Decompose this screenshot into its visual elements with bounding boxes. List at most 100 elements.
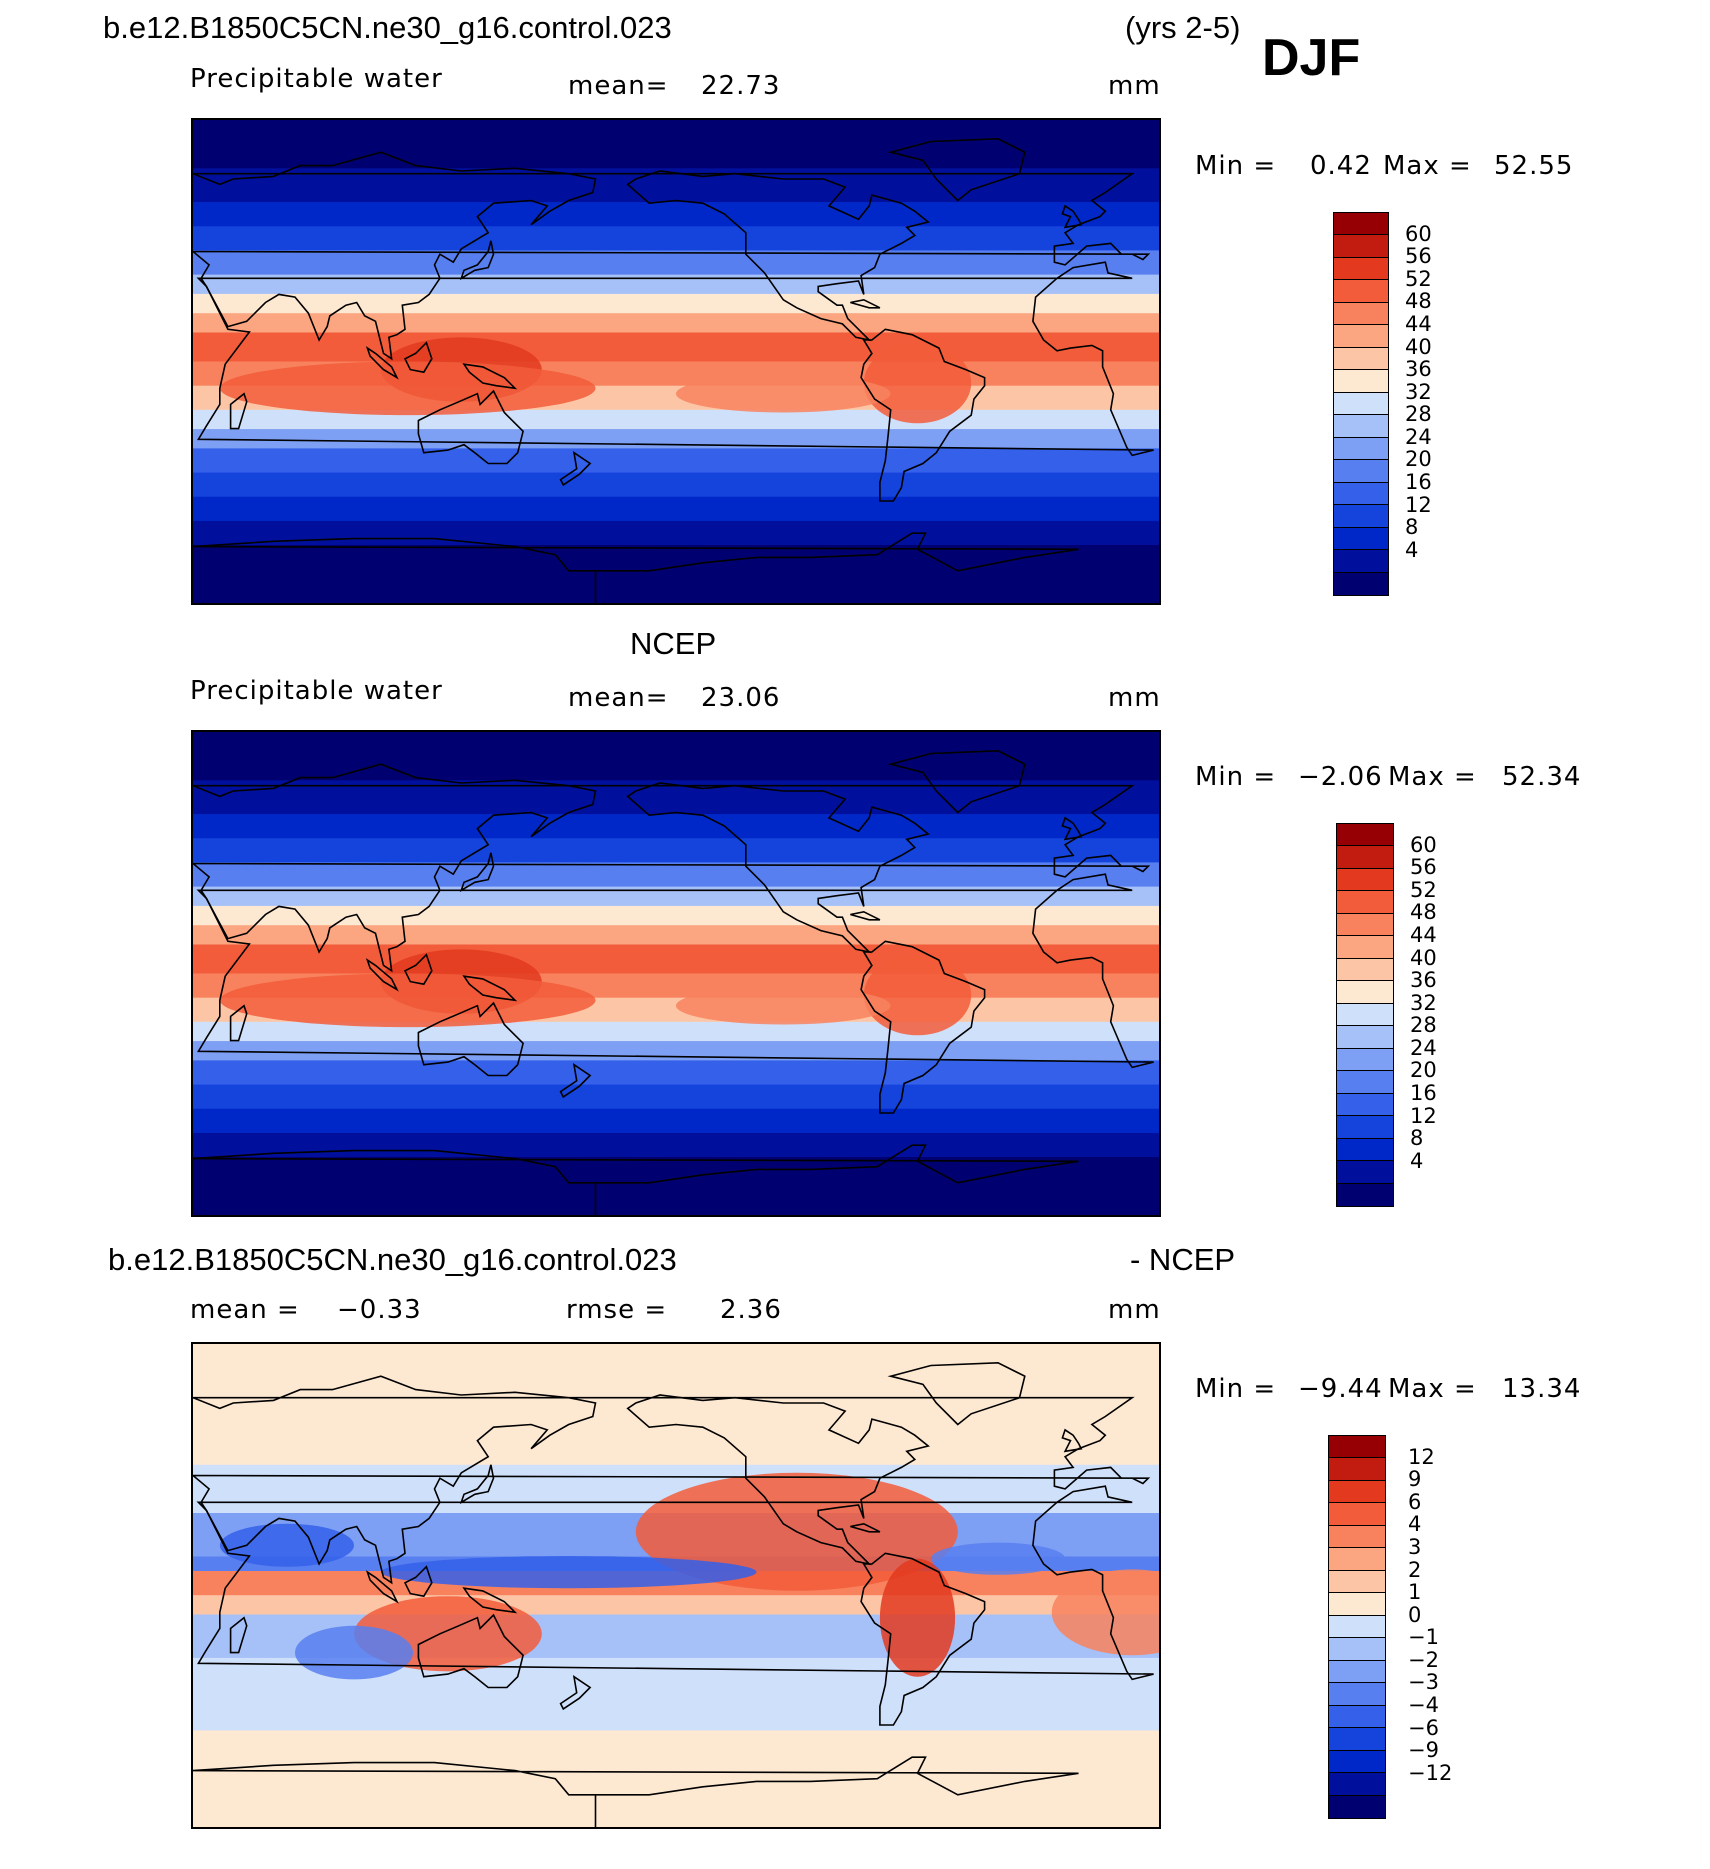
mean-label: mean= bbox=[568, 71, 669, 101]
field-band bbox=[193, 1084, 1159, 1110]
colorbar-tick-label: 16 bbox=[1410, 1081, 1437, 1106]
colorbar-swatch bbox=[1337, 958, 1393, 982]
field-anomaly bbox=[863, 954, 972, 1036]
field-band bbox=[193, 1595, 1159, 1616]
coastline-borneo bbox=[403, 1565, 433, 1598]
colorbar-swatch bbox=[1334, 392, 1388, 416]
coastline-australia bbox=[417, 1001, 524, 1077]
coastline-japan bbox=[459, 240, 495, 281]
coastline-namerica bbox=[626, 782, 930, 954]
units-label: mm bbox=[1108, 1295, 1161, 1325]
colorbar-swatch bbox=[1334, 325, 1388, 348]
colorbar-tick-label: 60 bbox=[1410, 832, 1437, 857]
field-band bbox=[193, 332, 1159, 363]
max-value: 13.34 bbox=[1502, 1374, 1582, 1404]
coastline-namerica bbox=[626, 170, 930, 342]
mean-value: 23.06 bbox=[701, 683, 781, 713]
colorbar-difference bbox=[1328, 1435, 1386, 1819]
colorbar-tick-label: −2 bbox=[1408, 1647, 1439, 1672]
colorbar-swatch bbox=[1334, 482, 1388, 506]
colorbar-swatch bbox=[1337, 1093, 1393, 1117]
coastline-greenland bbox=[887, 1361, 1026, 1426]
colorbar-swatch bbox=[1337, 891, 1393, 914]
coastline-uk bbox=[1061, 204, 1083, 229]
field-anomaly bbox=[219, 1523, 354, 1567]
coastline-sumatra bbox=[365, 1570, 399, 1604]
case-name-title: b.e12.B1850C5CN.ne30_g16.control.023 bbox=[103, 10, 672, 45]
mean-value: 22.73 bbox=[701, 71, 781, 101]
colorbar-swatch bbox=[1337, 1048, 1393, 1072]
colorbar-swatch bbox=[1329, 1525, 1385, 1549]
colorbar-tick-label: 32 bbox=[1405, 379, 1432, 404]
field-band bbox=[193, 448, 1159, 474]
colorbar-tick-label: 6 bbox=[1408, 1489, 1422, 1514]
colorbar-swatch bbox=[1329, 1615, 1385, 1639]
mean-value: −0.33 bbox=[337, 1295, 422, 1325]
colorbar-swatch bbox=[1337, 1183, 1393, 1206]
colorbar-tick-label: 12 bbox=[1410, 1103, 1437, 1128]
difference-map bbox=[191, 1342, 1161, 1829]
coastline-japan bbox=[459, 1464, 495, 1505]
field-bands bbox=[193, 120, 1159, 603]
coastline-antarctica bbox=[193, 1756, 1079, 1827]
field-band bbox=[193, 1041, 1159, 1061]
coastline-uk bbox=[1061, 816, 1083, 841]
field-band bbox=[193, 496, 1159, 522]
field-band bbox=[193, 886, 1159, 907]
colorbar-swatch bbox=[1329, 1480, 1385, 1504]
model-map bbox=[191, 118, 1161, 605]
min-label: Min = bbox=[1195, 151, 1277, 181]
colorbar-tick-label: 9 bbox=[1408, 1467, 1422, 1492]
colorbar-tick-label: 8 bbox=[1405, 515, 1419, 540]
coastline-newguinea bbox=[462, 1587, 518, 1614]
variable-label: Precipitable water bbox=[190, 676, 443, 706]
colorbar-swatch bbox=[1334, 460, 1388, 483]
coastline-australia bbox=[417, 389, 524, 465]
colorbar-ncep bbox=[1336, 823, 1394, 1207]
coastline-newguinea bbox=[462, 975, 518, 1002]
field-bands bbox=[193, 1344, 1159, 1827]
colorbar-tick-label: −9 bbox=[1408, 1738, 1439, 1763]
coastlines bbox=[193, 749, 1154, 1215]
min-label: Min = bbox=[1195, 1374, 1277, 1404]
coastline-nz bbox=[559, 1675, 592, 1711]
ncep-map-plot bbox=[193, 732, 1159, 1215]
colorbar-swatch bbox=[1329, 1503, 1385, 1526]
field-anomaly bbox=[380, 1556, 757, 1589]
colorbar-swatch bbox=[1337, 1138, 1393, 1162]
field-band bbox=[193, 545, 1159, 603]
colorbar-swatch bbox=[1334, 527, 1388, 551]
colorbar-swatch bbox=[1334, 370, 1388, 393]
colorbar-swatch bbox=[1337, 824, 1393, 847]
colorbar-swatch bbox=[1329, 1795, 1385, 1818]
colorbar-tick-label: −4 bbox=[1408, 1693, 1439, 1718]
coastline-eurasia bbox=[193, 151, 1151, 361]
colorbar-swatch bbox=[1337, 1116, 1393, 1139]
colorbar-swatch bbox=[1337, 936, 1393, 959]
colorbar-tick-label: 4 bbox=[1410, 1148, 1424, 1173]
colorbar-swatch bbox=[1337, 1003, 1393, 1027]
colorbar-tick-label: 48 bbox=[1405, 289, 1432, 314]
colorbar-swatch bbox=[1334, 347, 1388, 371]
field-band bbox=[193, 293, 1159, 314]
field-anomaly bbox=[863, 342, 972, 424]
field-band bbox=[193, 226, 1159, 252]
colorbar-swatch bbox=[1329, 1728, 1385, 1751]
colorbar-swatch bbox=[1329, 1705, 1385, 1729]
colorbar-tick-label: 36 bbox=[1410, 968, 1437, 993]
colorbar-tick-label: 4 bbox=[1405, 537, 1419, 562]
field-band bbox=[193, 313, 1159, 334]
field-band bbox=[193, 1060, 1159, 1086]
max-label: Max = bbox=[1383, 151, 1472, 181]
colorbar-tick-label: 52 bbox=[1405, 266, 1432, 291]
field-anomaly bbox=[219, 361, 596, 416]
max-label: Max = bbox=[1388, 762, 1477, 792]
coastline-sumatra bbox=[365, 346, 399, 380]
field-band bbox=[193, 925, 1159, 946]
colorbar-tick-label: −12 bbox=[1408, 1760, 1453, 1785]
coastline-sumatra bbox=[365, 958, 399, 992]
coastline-japan bbox=[459, 852, 495, 893]
units-label: mm bbox=[1108, 71, 1161, 101]
colorbar-swatch bbox=[1329, 1593, 1385, 1616]
